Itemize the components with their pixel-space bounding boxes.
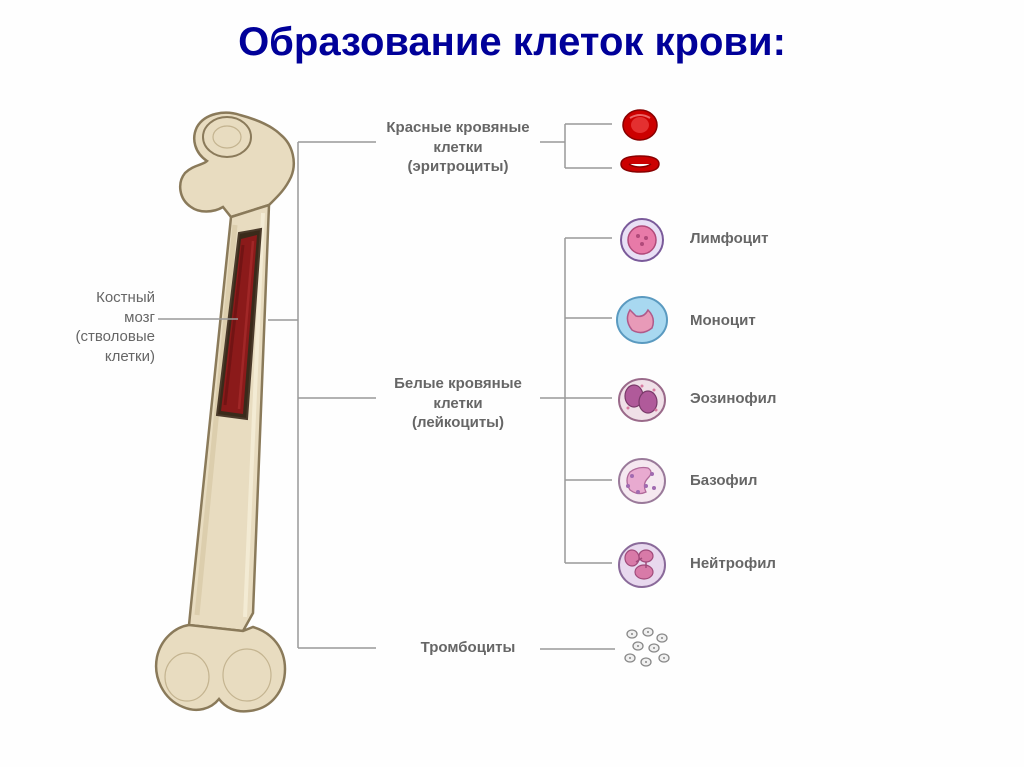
erythrocyte-top-icon — [620, 108, 660, 142]
lymphocyte-icon — [618, 216, 666, 264]
white-l2: клетки — [433, 395, 482, 412]
eosinophil-label: Эозинофил — [690, 390, 776, 407]
lymphocyte-label: Лимфоцит — [690, 230, 769, 247]
monocyte-icon — [614, 294, 670, 346]
marrow-label-l2: мозг — [124, 309, 155, 326]
marrow-label-l3: (стволовые — [75, 328, 155, 345]
neutrophil-label: Нейтрофил — [690, 555, 776, 572]
white-cells-label: Белые кровяные клетки (лейкоциты) — [378, 374, 538, 433]
main-bracket — [268, 130, 378, 660]
eosinophil-icon — [616, 376, 668, 424]
red-l1: Красные кровяные — [386, 119, 529, 136]
marrow-label-l4: клетки) — [105, 348, 155, 365]
white-bracket — [540, 228, 615, 573]
red-l2: клетки — [433, 139, 482, 156]
platelets-connector — [540, 648, 615, 650]
white-l3: (лейкоциты) — [412, 414, 504, 431]
basophil-label: Базофил — [690, 472, 757, 489]
monocyte-label: Моноцит — [690, 312, 756, 329]
diagram-area: Костный мозг (стволовые клетки) Красные … — [0, 90, 1024, 760]
white-l1: Белые кровяные — [394, 375, 522, 392]
bone-marrow-label: Костный мозг (стволовые клетки) — [45, 288, 155, 366]
red-cells-label: Красные кровяные клетки (эритроциты) — [378, 118, 538, 177]
page-title: Образование клеток крови: — [0, 20, 1024, 65]
red-l3: (эритроциты) — [408, 158, 509, 175]
erythrocyte-side-icon — [615, 152, 665, 176]
platelets-label: Тромбоциты — [398, 638, 538, 658]
marrow-connector — [158, 318, 238, 320]
red-bracket — [540, 118, 615, 178]
marrow-label-l1: Костный — [96, 289, 155, 306]
platelets-icon — [618, 622, 678, 674]
neutrophil-icon — [616, 540, 668, 590]
basophil-icon — [616, 456, 668, 506]
